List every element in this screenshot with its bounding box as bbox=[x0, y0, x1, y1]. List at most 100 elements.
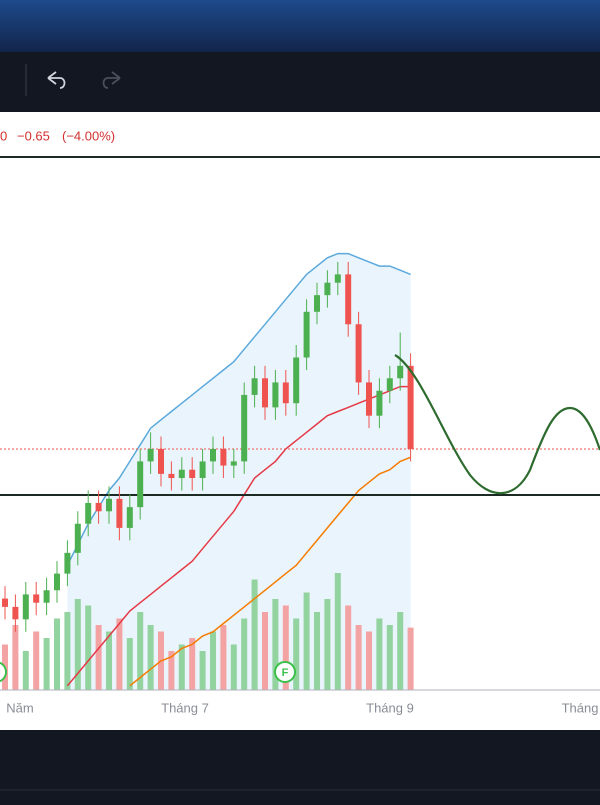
time-axis-label: Tháng bbox=[562, 700, 599, 715]
volume-bar bbox=[199, 651, 206, 690]
candle-body bbox=[345, 274, 352, 325]
volume-bar bbox=[293, 618, 300, 690]
volume-bar bbox=[241, 618, 248, 690]
candle-body bbox=[230, 461, 237, 466]
candle-body bbox=[168, 473, 175, 479]
volume-bar bbox=[407, 627, 414, 690]
volume-bar bbox=[376, 618, 383, 690]
volume-bar bbox=[334, 573, 341, 690]
volume-bar bbox=[345, 605, 352, 690]
band-area bbox=[67, 253, 411, 690]
candle-body bbox=[106, 498, 112, 512]
candle-body bbox=[95, 502, 102, 512]
indicator-line bbox=[66, 252, 411, 566]
candle-body bbox=[407, 365, 414, 449]
volume-bar bbox=[85, 605, 92, 690]
title-bar bbox=[0, 0, 600, 52]
volume-bar bbox=[303, 592, 310, 690]
candle-body bbox=[386, 378, 393, 391]
event-marker-circle bbox=[274, 661, 296, 683]
candle-body bbox=[116, 498, 123, 528]
volume-bar bbox=[95, 625, 102, 690]
plot-area bbox=[0, 252, 600, 690]
volume-bar bbox=[386, 625, 393, 690]
volume-bar bbox=[282, 605, 289, 690]
volume-bar bbox=[33, 631, 40, 690]
candle-body bbox=[2, 598, 8, 607]
candle-body bbox=[220, 448, 227, 466]
volume-bar bbox=[168, 651, 175, 690]
price-change: −0.65 bbox=[17, 128, 50, 143]
volume-bar bbox=[178, 644, 185, 690]
volume-bar bbox=[64, 612, 71, 690]
candle-body bbox=[293, 357, 300, 404]
event-marker-label: F bbox=[282, 667, 289, 679]
time-axis: Năm Tháng 7 Tháng 9 Tháng bbox=[6, 700, 598, 715]
candle-body bbox=[33, 594, 40, 603]
candle-body bbox=[324, 282, 331, 296]
candle-body bbox=[334, 274, 341, 283]
volume-bar bbox=[210, 631, 216, 690]
candle-body bbox=[199, 461, 206, 479]
volume-bar bbox=[54, 618, 60, 690]
volume-bar bbox=[272, 599, 279, 690]
indicator-line bbox=[66, 385, 411, 687]
volume-bar bbox=[251, 579, 258, 690]
volume-bar bbox=[324, 599, 331, 690]
volume-bar bbox=[106, 631, 112, 690]
volume-bar bbox=[147, 625, 154, 690]
candle-body bbox=[85, 502, 92, 524]
volume-bar bbox=[137, 612, 144, 690]
candle-body bbox=[355, 324, 362, 383]
price-fragment: 0 bbox=[0, 128, 7, 143]
candle-body bbox=[126, 507, 133, 528]
volume-bar bbox=[366, 631, 372, 690]
volume-bar bbox=[12, 625, 19, 690]
candle-body bbox=[147, 448, 154, 462]
indicator-line bbox=[129, 456, 411, 687]
price-change-percent: (−4.00%) bbox=[62, 128, 115, 143]
time-axis-label: Tháng 9 bbox=[366, 700, 414, 715]
candle-body bbox=[189, 469, 196, 479]
candle-body bbox=[272, 382, 279, 408]
candle-body bbox=[210, 448, 216, 462]
candle-body bbox=[158, 448, 164, 474]
volume-bar bbox=[355, 625, 362, 690]
candle-body bbox=[314, 295, 320, 312]
candle-body bbox=[22, 594, 29, 620]
redo-button[interactable] bbox=[102, 71, 121, 89]
candle-body bbox=[282, 382, 289, 404]
candle-body bbox=[241, 394, 248, 462]
undo-button[interactable] bbox=[47, 71, 66, 89]
volume-bar bbox=[74, 599, 81, 690]
bottom-panel bbox=[0, 730, 600, 800]
volume-bar bbox=[189, 638, 196, 690]
event-marker[interactable]: F bbox=[274, 661, 296, 683]
candle-body bbox=[54, 573, 60, 591]
volume-bar bbox=[230, 644, 237, 690]
candle-body bbox=[12, 606, 19, 620]
candle-body bbox=[262, 378, 268, 408]
candle-body bbox=[397, 365, 404, 379]
candle-body bbox=[64, 552, 71, 574]
candle-body bbox=[303, 311, 310, 358]
event-marker-partial bbox=[0, 661, 7, 683]
candle-body bbox=[366, 382, 372, 416]
candle-body bbox=[251, 378, 258, 395]
volume-bar bbox=[397, 612, 404, 690]
forecast-curve[interactable] bbox=[394, 354, 600, 495]
candle-body bbox=[43, 590, 50, 603]
candle-body bbox=[178, 469, 185, 479]
time-axis-label: Năm bbox=[6, 700, 33, 715]
volume-bar bbox=[116, 618, 123, 690]
volume-bar bbox=[220, 625, 227, 690]
candle-body bbox=[74, 523, 81, 553]
time-axis-label: Tháng 7 bbox=[161, 700, 209, 715]
candle-body bbox=[376, 390, 383, 416]
toolbar bbox=[0, 52, 600, 110]
volume-bar bbox=[126, 638, 133, 690]
volume-bar bbox=[314, 612, 320, 690]
volume-bar bbox=[22, 651, 29, 690]
